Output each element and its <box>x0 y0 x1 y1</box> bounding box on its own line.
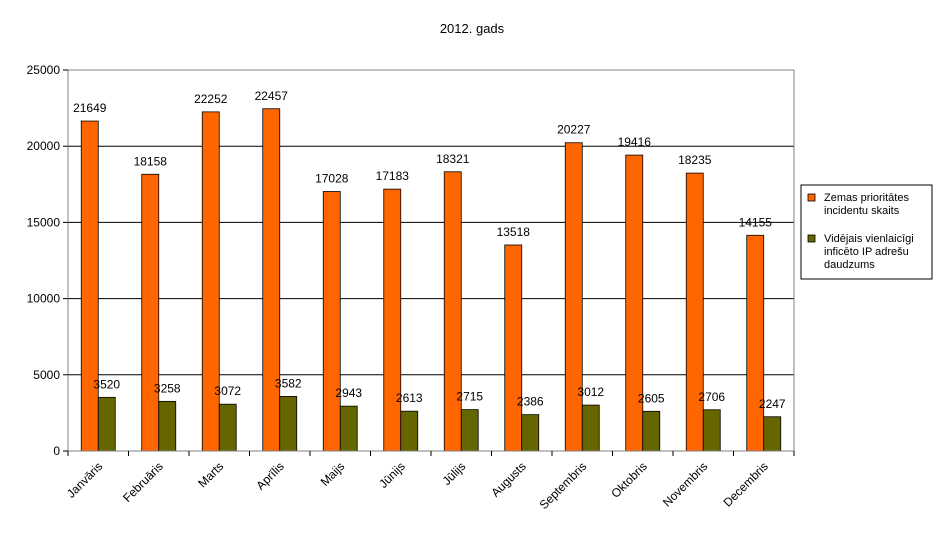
data-label: 18235 <box>678 153 712 167</box>
bar-series-2 <box>763 416 782 452</box>
bar-series-2 <box>521 414 540 452</box>
bar-series-1 <box>443 171 462 452</box>
legend-swatch <box>807 234 816 243</box>
bar-series-2 <box>702 409 721 452</box>
bar-series-2 <box>97 396 116 452</box>
legend-label: inficēto IP adrešu <box>824 246 909 258</box>
data-label: 20227 <box>557 123 591 137</box>
bar-series-2 <box>642 410 661 452</box>
y-tick-label: 20000 <box>27 139 61 153</box>
bar-series-2 <box>279 396 298 452</box>
x-tick-label: Janvāris <box>64 459 105 500</box>
bar-series-2 <box>218 403 237 452</box>
data-label: 3258 <box>154 381 181 395</box>
y-tick-label: 25000 <box>27 63 61 77</box>
legend-swatch <box>807 193 816 202</box>
x-tick-label: Septembris <box>537 459 590 512</box>
bar-series-1 <box>746 234 765 452</box>
bar-series-1 <box>383 188 402 452</box>
x-tick-label: Novembris <box>660 459 710 509</box>
legend-box <box>800 184 933 280</box>
data-label: 2386 <box>517 395 544 409</box>
gridlines <box>68 145 794 376</box>
bar-series-2 <box>400 410 419 452</box>
x-tick-label: Augusts <box>488 459 529 500</box>
bars <box>80 108 782 452</box>
x-tick-label: Maijs <box>318 459 348 489</box>
data-label: 2613 <box>396 391 423 405</box>
bar-series-1 <box>625 154 644 452</box>
bar-series-1 <box>322 191 341 452</box>
data-label: 22252 <box>194 92 228 106</box>
bar-series-2 <box>339 405 358 452</box>
x-axis: Janvāris Februāris Marts Aprīlis Maijs Jūnijs… <box>64 451 795 512</box>
bar-series-1 <box>80 120 99 452</box>
bar-series-1 <box>504 244 523 452</box>
data-label: 22457 <box>255 89 289 103</box>
data-label: 19416 <box>618 135 652 149</box>
data-label: 18158 <box>134 154 168 168</box>
data-labels: 21649 3520 18158 3258 22252 3072 22457 3582 1702… <box>73 89 786 411</box>
data-label: 13518 <box>497 225 531 239</box>
y-tick-label: 10000 <box>27 292 61 306</box>
bar-series-1 <box>564 142 583 452</box>
x-tick-label: Jūlijs <box>440 459 469 488</box>
legend-label: daudzums <box>824 259 875 271</box>
x-tick-label: Aprīlis <box>253 459 286 492</box>
data-label: 2715 <box>456 390 483 404</box>
x-tick-label: Marts <box>195 459 226 490</box>
y-axis: 0 5000 10000 15000 20000 25000 <box>27 63 68 458</box>
y-tick-label: 0 <box>53 444 60 458</box>
x-tick-label: Decembris <box>720 459 770 509</box>
x-tick-label: Oktobris <box>608 459 649 500</box>
bar-series-1 <box>685 172 704 452</box>
legend-label: incidentu skaits <box>824 205 900 217</box>
bar-series-2 <box>581 404 600 452</box>
data-label: 2706 <box>698 390 725 404</box>
bar-series-1 <box>201 111 220 452</box>
legend-label: Zemas prioritātes <box>824 192 909 204</box>
bar-series-1 <box>262 108 281 452</box>
legend-label: Vidējais vienlaicīgi <box>824 233 914 245</box>
data-label: 21649 <box>73 101 107 115</box>
data-label: 14155 <box>739 215 773 229</box>
data-label: 3072 <box>214 384 241 398</box>
chart-title: 2012. gads <box>440 21 505 36</box>
data-label: 17028 <box>315 171 349 185</box>
y-tick-label: 5000 <box>33 368 60 382</box>
bar-series-1 <box>141 173 160 452</box>
data-label: 18321 <box>436 152 470 166</box>
data-label: 3582 <box>275 376 302 390</box>
x-tick-label: Jūnijs <box>376 459 408 491</box>
data-label: 2943 <box>335 386 362 400</box>
bar-series-2 <box>158 400 177 452</box>
data-label: 2605 <box>638 391 665 405</box>
data-label: 3012 <box>577 385 604 399</box>
data-label: 17183 <box>376 169 410 183</box>
bar-series-2 <box>460 409 479 452</box>
y-tick-label: 15000 <box>27 215 61 229</box>
data-label: 3520 <box>93 377 120 391</box>
data-label: 2247 <box>759 397 786 411</box>
x-tick-label: Februāris <box>120 459 166 505</box>
